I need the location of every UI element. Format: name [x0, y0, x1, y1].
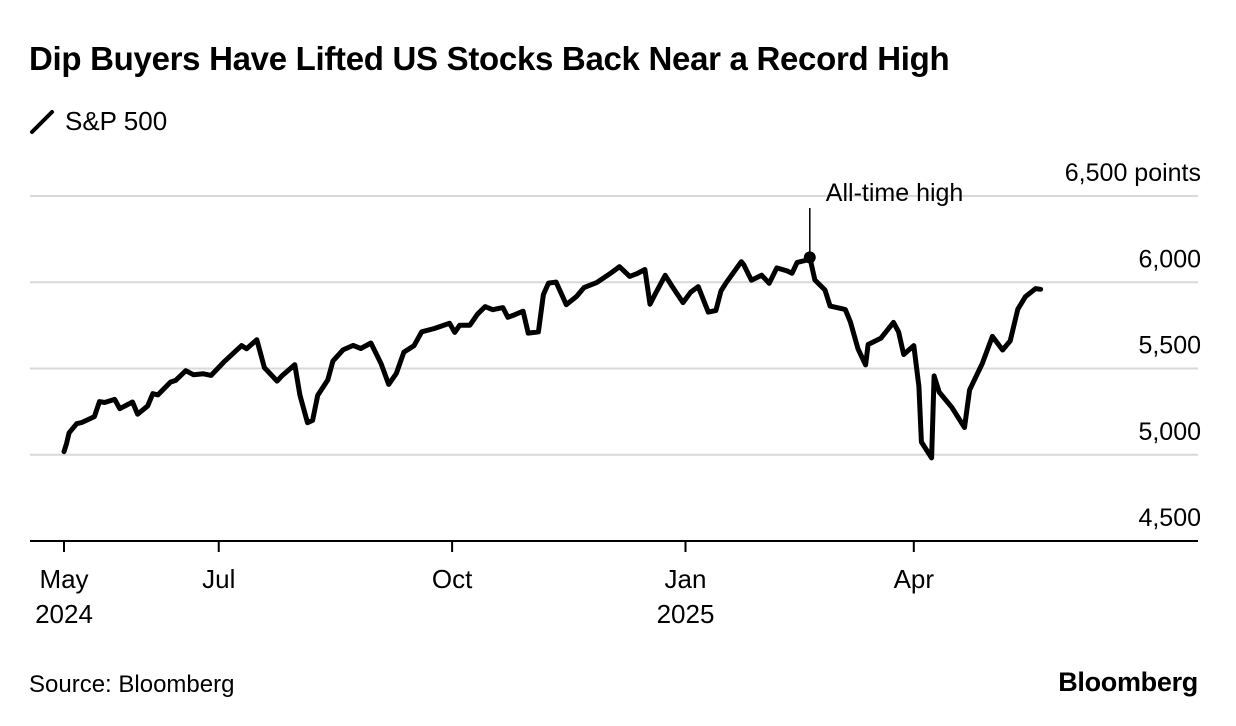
grid-lines: [30, 195, 1198, 456]
y-tick-label: 4,500: [1138, 504, 1201, 532]
series-layer: [61, 254, 1044, 461]
y-tick-label: 5,500: [1138, 332, 1201, 360]
line-swatch-icon: [30, 109, 54, 134]
y-tick-label: 6,000: [1138, 245, 1201, 273]
all-time-high-marker: [803, 251, 816, 264]
annotation-layer: All-time high: [803, 179, 964, 264]
x-tick-label: Apr: [894, 564, 935, 594]
legend: S&P 500: [29, 106, 167, 137]
bloomberg-logo: Bloomberg: [1058, 667, 1198, 697]
y-tick-label: 6,500 points: [1065, 159, 1201, 187]
x-tick-year-label: 2025: [657, 599, 715, 629]
legend-label: S&P 500: [65, 106, 168, 136]
x-tick-label: Jan: [665, 564, 707, 594]
x-tick-label: Oct: [432, 564, 473, 594]
source-note: Source: Bloomberg: [29, 671, 235, 698]
line-chart: 4,500 5,000 5,500 6,000 6,500 points May 2024…: [30, 159, 1201, 629]
x-tick-year-label: 2024: [35, 599, 93, 629]
x-axis: May 2024 Jul Oct Jan 2025 Apr: [30, 540, 1198, 629]
annotation-label: All-time high: [826, 179, 964, 207]
chart-title: Dip Buyers Have Lifted US Stocks Back Ne…: [29, 40, 950, 77]
series-line-sp500: [61, 254, 1044, 461]
x-tick-label: Jul: [202, 564, 235, 594]
y-tick-label: 5,000: [1138, 418, 1201, 446]
y-axis-labels: 4,500 5,000 5,500 6,000 6,500 points: [1065, 159, 1201, 532]
x-tick-label: May: [39, 564, 88, 594]
